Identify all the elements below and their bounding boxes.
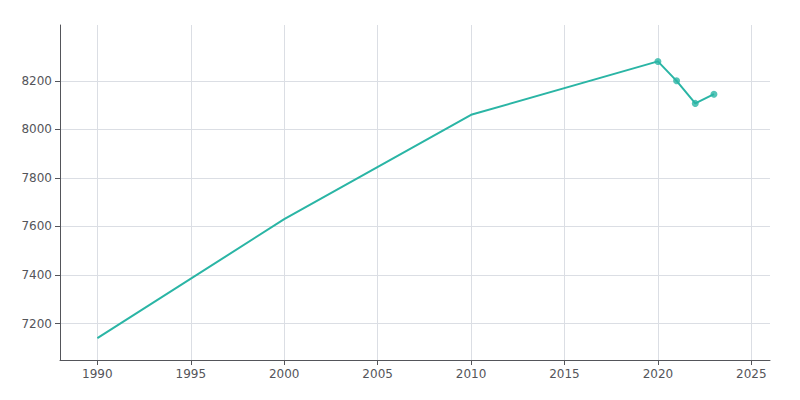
- svg-text:2010: 2010: [456, 367, 487, 381]
- svg-text:7400: 7400: [21, 268, 52, 282]
- svg-text:7200: 7200: [21, 317, 52, 331]
- svg-text:8000: 8000: [21, 122, 52, 136]
- svg-text:2020: 2020: [643, 367, 674, 381]
- svg-text:1990: 1990: [82, 367, 113, 381]
- svg-text:2005: 2005: [362, 367, 393, 381]
- svg-text:7600: 7600: [21, 219, 52, 233]
- svg-text:2000: 2000: [269, 367, 300, 381]
- svg-text:7800: 7800: [21, 171, 52, 185]
- svg-text:2025: 2025: [736, 367, 767, 381]
- svg-text:2015: 2015: [549, 367, 580, 381]
- svg-text:8200: 8200: [21, 74, 52, 88]
- svg-text:1995: 1995: [176, 367, 207, 381]
